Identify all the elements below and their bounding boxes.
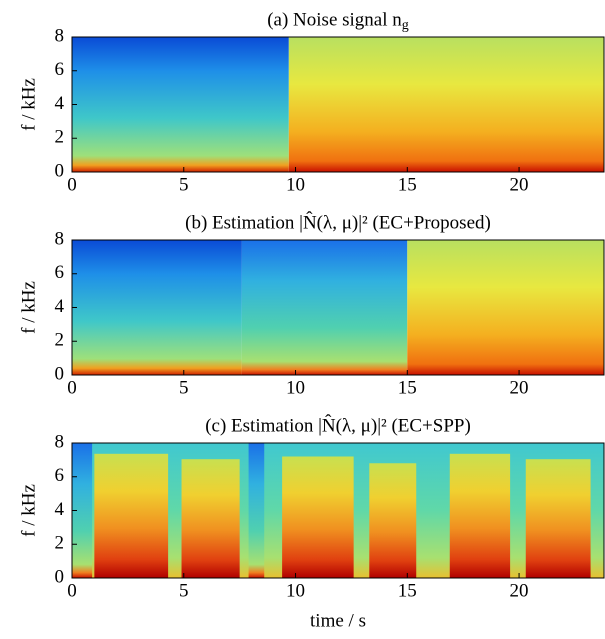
spectrogram-image <box>94 453 169 578</box>
x-tick-label: 20 <box>510 174 529 195</box>
x-tick-label: 10 <box>286 377 305 398</box>
y-tick-label: 8 <box>55 228 65 249</box>
x-tick-label: 0 <box>67 580 77 601</box>
y-tick-label: 0 <box>55 363 65 384</box>
x-tick-label: 20 <box>510 377 529 398</box>
spectrogram-image <box>181 459 240 578</box>
y-tick-label: 6 <box>55 465 65 486</box>
y-tick-label: 2 <box>55 127 65 148</box>
x-tick-label: 15 <box>398 580 417 601</box>
x-tick-label: 5 <box>179 377 189 398</box>
spectrogram-image <box>449 453 511 578</box>
title-subscript: g <box>402 18 409 33</box>
x-tick-label: 10 <box>286 174 305 195</box>
spectrogram-image <box>369 463 417 578</box>
x-axis-label: time / s <box>310 610 366 631</box>
spectrogram-image <box>282 456 354 578</box>
spectrogram-image <box>248 443 265 578</box>
y-axis-label: f / kHz <box>18 78 39 131</box>
y-tick-label: 8 <box>55 431 65 452</box>
x-tick-label: 15 <box>398 377 417 398</box>
spectrogram-image <box>72 240 242 375</box>
x-tick-label: 15 <box>398 174 417 195</box>
x-tick-label: 5 <box>179 580 189 601</box>
spectrogram-image <box>241 240 408 375</box>
spectrogram-image <box>72 443 93 578</box>
panel-title: (a) Noise signal ng <box>267 9 409 33</box>
x-tick-label: 10 <box>286 580 305 601</box>
x-tick-label: 20 <box>510 580 529 601</box>
spectrogram-image <box>288 37 604 172</box>
y-tick-label: 0 <box>55 566 65 587</box>
panel-title: (b) Estimation |N̂(λ, μ)|² (EC+Proposed) <box>185 212 491 234</box>
spectrogram-image <box>525 459 591 578</box>
y-tick-label: 8 <box>55 25 65 46</box>
y-axis-label: f / kHz <box>18 281 39 334</box>
y-tick-label: 4 <box>55 499 65 520</box>
y-tick-label: 0 <box>55 160 65 181</box>
x-tick-label: 0 <box>67 174 77 195</box>
y-tick-label: 4 <box>55 93 65 114</box>
spectrogram-image <box>72 37 289 172</box>
spectrogram-image <box>407 240 604 375</box>
x-tick-label: 5 <box>179 174 189 195</box>
y-tick-label: 6 <box>55 59 65 80</box>
y-axis-label: f / kHz <box>18 484 39 537</box>
y-tick-label: 2 <box>55 330 65 351</box>
y-tick-label: 4 <box>55 296 65 317</box>
y-tick-label: 2 <box>55 533 65 554</box>
panel-title: (c) Estimation |N̂(λ, μ)|² (EC+SPP) <box>205 415 471 437</box>
x-tick-label: 0 <box>67 377 77 398</box>
y-tick-label: 6 <box>55 262 65 283</box>
